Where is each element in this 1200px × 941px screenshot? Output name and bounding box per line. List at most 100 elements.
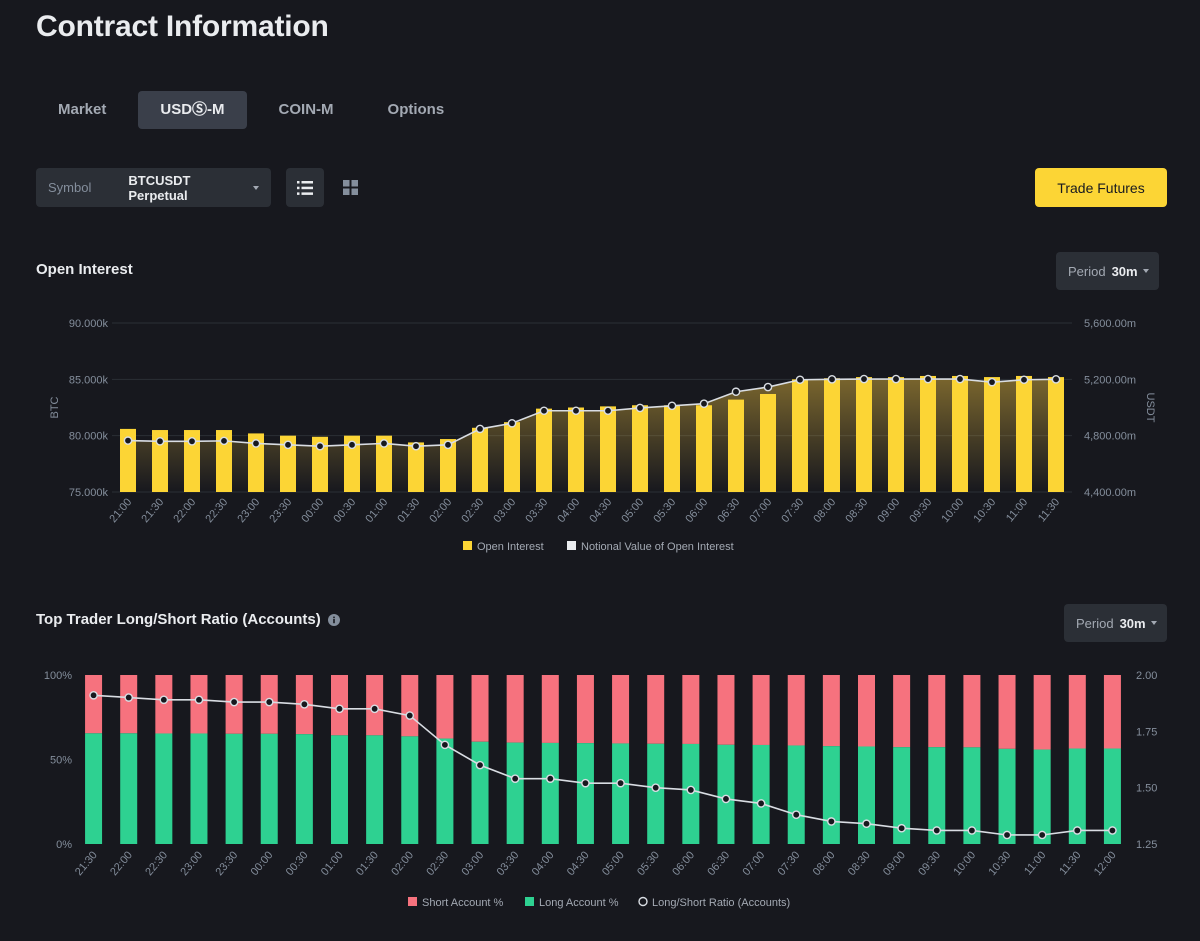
ls-short-bar bbox=[752, 675, 770, 745]
grid-icon bbox=[342, 180, 358, 195]
ls-y2-tick-label: 1.75 bbox=[1136, 726, 1157, 738]
ls-ratio-point bbox=[194, 695, 204, 705]
oi-bar bbox=[760, 393, 776, 492]
ls-x-tick-label: 22:00 bbox=[108, 849, 135, 878]
ls-long-bar bbox=[576, 743, 594, 844]
oi-bar bbox=[216, 430, 232, 492]
oi-x-tick-label: 11:30 bbox=[1036, 496, 1062, 524]
oi-notional-point bbox=[699, 399, 709, 408]
tab-market[interactable]: Market bbox=[58, 101, 107, 118]
ls-x-tick-label: 07:30 bbox=[776, 849, 803, 878]
oi-bar bbox=[856, 377, 872, 492]
oi-bar bbox=[952, 375, 968, 492]
ls-ratio-point bbox=[370, 704, 379, 714]
long-short-title-text: Top Trader Long/Short Ratio (Accounts) bbox=[36, 611, 321, 628]
ls-ratio-point bbox=[897, 823, 906, 833]
trade-futures-button[interactable]: Trade Futures bbox=[1035, 168, 1167, 207]
ls-ratio-point bbox=[862, 819, 871, 829]
ls-long-bar bbox=[401, 736, 419, 844]
ls-ratio-point bbox=[651, 783, 661, 792]
oi-notional-point bbox=[123, 436, 133, 445]
oi-bar bbox=[568, 407, 584, 492]
oi-x-tick-label: 03:30 bbox=[523, 496, 550, 525]
ls-ratio-point bbox=[335, 704, 344, 714]
oi-y-axis-label: BTC bbox=[49, 396, 61, 418]
oi-bar bbox=[152, 430, 168, 492]
oi-y2-tick-label: 5,600.00m bbox=[1084, 318, 1136, 330]
ls-x-tick-label: 11:00 bbox=[1022, 849, 1048, 877]
ls-x-tick-label: 23:30 bbox=[214, 849, 241, 878]
oi-bar bbox=[696, 405, 712, 492]
ls-x-tick-label: 00:30 bbox=[284, 849, 311, 878]
info-icon[interactable] bbox=[327, 613, 340, 626]
symbol-select[interactable]: Symbol BTCUSDT Perpetual bbox=[36, 168, 271, 207]
oi-bar bbox=[280, 435, 296, 492]
oi-x-tick-label: 00:30 bbox=[331, 496, 358, 525]
ls-short-bar bbox=[893, 675, 911, 748]
ls-ratio-line bbox=[93, 694, 1113, 836]
oi-bar bbox=[472, 427, 488, 492]
oi-notional-point bbox=[315, 441, 325, 451]
ls-short-bar bbox=[717, 675, 735, 745]
oi-notional-point bbox=[891, 374, 901, 384]
ls-ratio-point bbox=[159, 695, 169, 705]
ls-x-tick-label: 08:30 bbox=[846, 849, 873, 878]
ls-short-bar bbox=[647, 675, 665, 744]
ls-short-bar bbox=[612, 675, 630, 744]
tab-usds-m[interactable]: USDⓈ-M bbox=[138, 91, 247, 129]
oi-x-tick-label: 02:30 bbox=[459, 496, 486, 525]
ls-long-bar bbox=[295, 734, 313, 844]
long-short-chart: 0% 50% 100% 1.25 1.50 1.75 2.00 21:30 22:00 22:30… bbox=[44, 670, 1158, 909]
oi-notional-point bbox=[507, 418, 517, 428]
oi-bar bbox=[536, 408, 552, 492]
ls-long-bar bbox=[928, 747, 946, 844]
ls-x-tick-label: 03:30 bbox=[495, 849, 522, 878]
ls-period-value: 30m bbox=[1119, 615, 1146, 631]
grid-view-button[interactable] bbox=[331, 168, 369, 207]
oi-x-tick-label: 09:30 bbox=[907, 496, 934, 525]
ls-period-select[interactable]: Period 30m bbox=[1064, 604, 1167, 642]
oi-x-tick-label: 06:30 bbox=[715, 496, 742, 525]
ls-x-tick-label: 05:30 bbox=[635, 849, 662, 878]
list-view-button[interactable] bbox=[286, 168, 324, 207]
ls-long-bar bbox=[822, 746, 840, 844]
ls-short-bar bbox=[822, 675, 840, 747]
oi-x-tick-label: 09:00 bbox=[875, 496, 902, 525]
oi-bar bbox=[920, 375, 936, 492]
oi-x-tick-label: 11:00 bbox=[1004, 496, 1030, 524]
ls-short-bar bbox=[576, 675, 594, 744]
ls-ratio-point bbox=[616, 778, 625, 788]
oi-period-select[interactable]: Period 30m bbox=[1056, 252, 1159, 290]
ls-ratio-point bbox=[791, 810, 801, 820]
ls-y-tick-label: 0% bbox=[56, 839, 72, 851]
oi-x-tick-label: 08:00 bbox=[811, 496, 838, 525]
open-interest-title: Open Interest bbox=[36, 261, 133, 278]
ls-short-bar bbox=[787, 675, 805, 746]
oi-notional-point bbox=[219, 436, 229, 446]
oi-y-tick-label: 80.000k bbox=[69, 431, 109, 443]
oi-notional-point bbox=[763, 382, 773, 392]
ls-long-bar bbox=[1033, 749, 1051, 844]
oi-bar bbox=[824, 378, 840, 492]
ls-y2-tick-label: 1.50 bbox=[1136, 783, 1157, 795]
oi-x-tick-label: 07:30 bbox=[779, 496, 806, 525]
ls-long-bar bbox=[963, 747, 981, 844]
ls-long-bar bbox=[331, 735, 348, 844]
ls-long-bar bbox=[787, 745, 805, 844]
oi-bar bbox=[792, 379, 808, 492]
ls-legend-swatch-long bbox=[525, 897, 534, 906]
oi-notional-point bbox=[251, 439, 261, 448]
oi-bar bbox=[440, 439, 456, 492]
ls-ratio-point bbox=[581, 778, 590, 788]
ls-ratio-point bbox=[300, 699, 309, 709]
oi-notional-point bbox=[1051, 375, 1061, 384]
oi-x-tick-label: 21:30 bbox=[139, 496, 166, 525]
tab-options[interactable]: Options bbox=[387, 101, 445, 118]
oi-notional-point bbox=[1019, 375, 1029, 385]
tab-coin-m[interactable]: COIN-M bbox=[278, 101, 334, 118]
contract-tabs: Market USDⓈ-M COIN-M Options bbox=[36, 91, 476, 129]
ls-ratio-point bbox=[264, 697, 274, 707]
oi-notional-point bbox=[827, 375, 837, 384]
ls-y-tick-label: 50% bbox=[50, 755, 72, 767]
